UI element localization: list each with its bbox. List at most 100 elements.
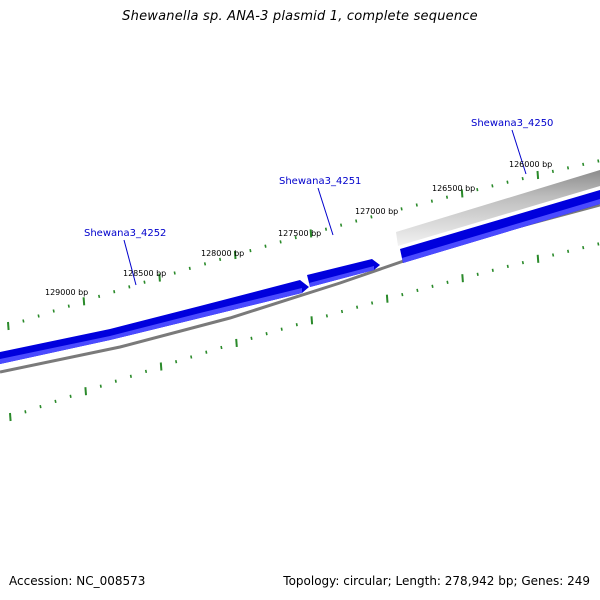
ruler-minor-tick [175, 360, 178, 364]
ruler-minor-tick [521, 176, 524, 181]
map-title: Shewanella sp. ANA-3 plasmid 1, complete… [122, 9, 478, 24]
ruler-minor-tick [54, 399, 57, 404]
grey-feature-band [396, 170, 600, 246]
ruler-minor-tick [567, 249, 570, 253]
ruler-minor-tick [52, 309, 55, 313]
ruler-minor-tick [295, 323, 298, 327]
ruler-minor-tick [325, 314, 328, 318]
ruler-major-tick [536, 254, 540, 263]
ruler-label-127500: 127500 bp [278, 229, 321, 238]
ruler-major-tick [461, 274, 464, 283]
ruler-minor-tick [24, 410, 27, 414]
inner-ruler [9, 242, 600, 422]
ruler-minor-tick [597, 242, 600, 246]
ruler-minor-tick [128, 285, 131, 289]
leader-line-4250 [511, 129, 527, 175]
ruler-minor-tick [22, 319, 25, 323]
ruler-minor-tick [371, 301, 374, 305]
ruler-minor-tick [566, 166, 570, 170]
ruler-minor-tick [250, 336, 253, 340]
ruler-major-tick [536, 170, 540, 180]
ruler-major-tick [158, 273, 161, 282]
ruler-major-tick [309, 229, 313, 238]
ruler-minor-tick [173, 271, 176, 275]
ruler-minor-tick [265, 332, 268, 336]
ruler-minor-tick [416, 288, 419, 293]
ruler-minor-tick [582, 245, 585, 250]
ruler-minor-tick [355, 219, 358, 223]
ruler-minor-tick [37, 314, 40, 318]
accession-text: Accession: NC_008573 [9, 574, 146, 588]
ruler-minor-tick [249, 248, 252, 253]
ruler-minor-tick [356, 305, 359, 309]
outer-ruler [7, 159, 600, 331]
ruler-minor-tick [491, 268, 494, 272]
ruler-label-128500: 128500 bp [123, 269, 166, 278]
ruler-minor-tick [98, 294, 101, 299]
gene-label-4250: Shewana3_4250 [471, 118, 553, 129]
ruler-minor-tick [506, 264, 509, 269]
ruler-minor-tick [506, 180, 509, 184]
ruler-minor-tick [39, 404, 42, 409]
ruler-label-126500: 126500 bp [432, 184, 475, 193]
ruler-label-128000: 128000 bp [201, 249, 244, 258]
ruler-major-tick [7, 321, 10, 331]
ruler-minor-tick [99, 384, 102, 388]
ruler-minor-tick [205, 350, 208, 354]
ruler-minor-tick [113, 290, 116, 294]
gene-shewana3-4250[interactable] [400, 190, 600, 263]
ruler-minor-tick [188, 266, 191, 271]
ruler-minor-tick [143, 280, 146, 284]
ruler-label-126000: 126000 bp [509, 160, 552, 169]
ruler-minor-tick [445, 195, 449, 199]
ruler-minor-tick [280, 327, 283, 331]
leader-line-4251 [317, 187, 334, 236]
gene-shewana3-4252[interactable] [0, 280, 309, 364]
ruler-minor-tick [415, 203, 418, 207]
leader-line-4252 [123, 239, 137, 286]
ruler-minor-tick [521, 260, 524, 265]
ruler-minor-tick [69, 394, 72, 398]
ruler-minor-tick [370, 215, 373, 219]
ruler-major-tick [9, 412, 12, 422]
ruler-minor-tick [476, 272, 479, 276]
ruler-minor-tick [203, 262, 207, 266]
gene-label-4251: Shewana3_4251 [279, 176, 361, 187]
ruler-minor-tick [144, 369, 148, 374]
ruler-label-129000: 129000 bp [45, 288, 88, 297]
ruler-minor-tick [431, 284, 434, 288]
ruler-label-127000: 127000 bp [355, 207, 398, 216]
ruler-minor-tick [476, 187, 479, 192]
ruler-minor-tick [552, 253, 555, 257]
ruler-minor-tick [551, 169, 554, 174]
ruler-minor-tick [219, 257, 222, 262]
ruler-minor-tick [597, 159, 600, 163]
ruler-minor-tick [264, 244, 267, 248]
ruler-major-tick [235, 338, 238, 347]
ruler-major-tick [385, 294, 389, 303]
ruler-major-tick [233, 250, 237, 260]
ruler-minor-tick [430, 199, 433, 203]
ruler-minor-tick [220, 345, 223, 350]
ruler-minor-tick [582, 162, 585, 167]
ruler-minor-tick [114, 379, 117, 383]
ruler-major-tick [84, 387, 87, 396]
ruler-minor-tick [129, 374, 132, 378]
ruler-minor-tick [67, 304, 70, 308]
ruler-minor-tick [324, 227, 328, 231]
ruler-minor-tick [294, 235, 297, 240]
ruler-minor-tick [446, 280, 449, 284]
gene-shewana3-4251[interactable] [307, 259, 380, 287]
ruler-major-tick [82, 297, 86, 306]
ruler-minor-tick [340, 223, 343, 227]
ruler-minor-tick [340, 309, 344, 314]
ruler-major-tick [310, 316, 314, 325]
gene-label-4252: Shewana3_4252 [84, 228, 166, 239]
ruler-minor-tick [190, 355, 193, 359]
ruler-minor-tick [401, 292, 404, 297]
ruler-major-tick [159, 362, 163, 371]
ruler-major-tick [460, 189, 464, 198]
ruler-minor-tick [491, 184, 494, 188]
ruler-minor-tick [279, 240, 282, 244]
